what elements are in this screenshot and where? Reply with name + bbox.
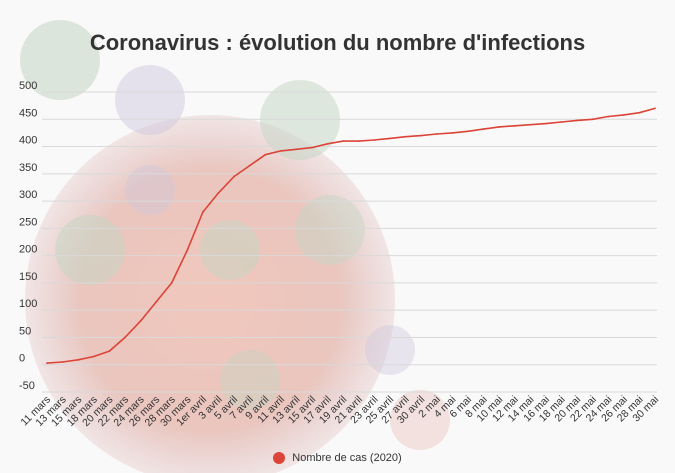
data-point[interactable] (560, 121, 563, 123)
y-tick-label: 450 (19, 107, 37, 119)
data-point[interactable] (124, 336, 126, 339)
data-point[interactable] (467, 130, 469, 133)
y-tick-label: 350 (19, 162, 37, 174)
data-point[interactable] (170, 282, 173, 284)
data-point[interactable] (326, 142, 329, 145)
data-point[interactable] (544, 122, 547, 125)
chart-title: Coronavirus : évolution du nombre d'infe… (89, 30, 586, 55)
data-point[interactable] (139, 320, 142, 322)
y-tick-label: 100 (19, 298, 37, 310)
series-group (46, 107, 656, 364)
series-line (46, 107, 656, 364)
data-point[interactable] (46, 362, 48, 364)
y-tick-label: 50 (19, 325, 31, 337)
y-tick-label: 0 (19, 353, 25, 365)
data-point[interactable] (576, 119, 578, 122)
data-point[interactable] (591, 118, 594, 121)
data-point[interactable] (201, 211, 204, 213)
data-point[interactable] (279, 150, 282, 152)
data-point[interactable] (248, 164, 251, 167)
data-point[interactable] (482, 128, 485, 130)
data-point[interactable] (498, 126, 501, 128)
data-point[interactable] (373, 139, 376, 141)
legend-label: Nombre de cas (2020) (292, 452, 402, 464)
data-point[interactable] (529, 123, 532, 126)
data-point[interactable] (638, 111, 641, 114)
data-point[interactable] (607, 115, 610, 118)
data-point[interactable] (155, 301, 158, 303)
y-axis-ticks: -50 0 50 100 150 200 250 300 350 400 450 500 (19, 80, 37, 392)
data-point[interactable] (77, 358, 80, 361)
data-point[interactable] (311, 146, 313, 149)
data-point[interactable] (186, 249, 189, 252)
data-point[interactable] (435, 133, 438, 135)
legend-marker (273, 452, 286, 464)
data-point[interactable] (295, 148, 298, 151)
data-point[interactable] (622, 114, 625, 116)
data-point[interactable] (264, 153, 267, 156)
data-point[interactable] (357, 140, 360, 142)
grid-lines (42, 91, 657, 393)
y-tick-label: 500 (19, 80, 37, 92)
data-point[interactable] (92, 355, 95, 358)
data-point[interactable] (217, 192, 220, 194)
data-point[interactable] (342, 140, 345, 142)
y-tick-label: 200 (19, 244, 37, 256)
legend[interactable]: Nombre de cas (2020) (0, 452, 675, 464)
data-point[interactable] (513, 124, 516, 127)
y-tick-label: -50 (19, 380, 35, 392)
y-tick-label: 250 (19, 216, 37, 228)
data-point[interactable] (389, 137, 391, 140)
y-tick-label: 300 (19, 189, 37, 201)
data-point[interactable] (451, 132, 454, 134)
data-point[interactable] (108, 350, 111, 352)
data-point[interactable] (404, 135, 407, 138)
data-point[interactable] (420, 134, 423, 137)
y-tick-label: 400 (19, 135, 37, 147)
data-point[interactable] (61, 361, 64, 363)
data-point[interactable] (233, 175, 235, 178)
data-point[interactable] (654, 107, 656, 110)
y-tick-label: 150 (19, 271, 37, 283)
